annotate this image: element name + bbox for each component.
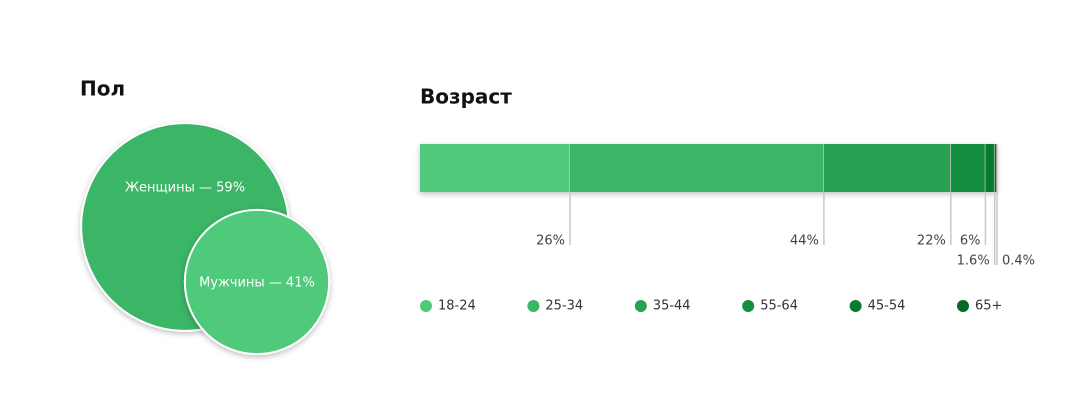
segment-label: 44% [790,234,819,249]
legend-swatch [420,300,432,312]
bar-segment [823,144,951,192]
legend-swatch [742,300,755,312]
legend-label: 45-54 [868,299,906,314]
legend-label: 55-64 [760,299,798,314]
gender-label: Женщины — 59% [125,181,245,196]
segment-label: 1.6% [957,254,990,269]
bar-segment [994,144,997,192]
segment-label: 0.4% [1002,254,1035,269]
bar-segment [570,144,824,192]
legend-swatch [849,300,862,312]
segment-label: 26% [536,234,565,249]
gender-circle [183,208,331,356]
age-title: Возраст [420,85,512,109]
bar-segment [950,144,986,192]
legend-label: 65+ [975,299,1002,314]
legend-label: 25-34 [545,299,583,314]
legend-label: 18-24 [438,299,476,314]
legend-swatch [634,300,647,312]
segment-label: 6% [960,234,981,249]
gender-label: Мужчины — 41% [199,276,315,291]
legend-swatch [957,300,969,312]
segment-label: 22% [917,234,946,249]
bar-segment [420,144,571,192]
legend-swatch [527,300,540,312]
bar-segment [985,144,995,192]
legend-label: 35-44 [653,299,691,314]
gender-title: Пол [80,77,125,101]
